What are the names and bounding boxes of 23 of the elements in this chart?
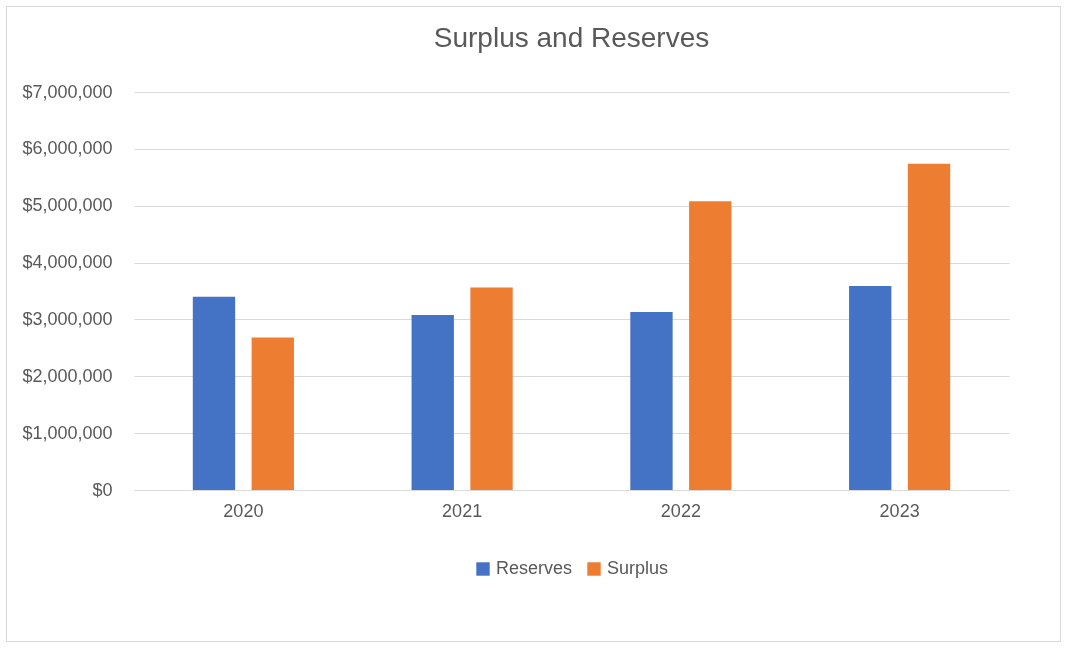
y-tick-label: $4,000,000 [22,252,113,273]
bar [251,337,294,490]
y-tick-label: $1,000,000 [22,422,113,443]
bar [411,314,454,490]
bar [192,296,236,490]
y-tick-label: $0 [92,479,113,500]
y-tick-label: $2,000,000 [22,365,113,386]
x-tick-label: 2020 [223,500,264,521]
bar [689,201,732,490]
y-tick-label: $3,000,000 [22,308,113,329]
y-tick-label: $7,000,000 [22,81,113,102]
bar [630,312,673,490]
legend-label: Reserves [496,558,573,578]
x-tick-label: 2023 [879,500,920,521]
legend-label: Surplus [607,558,669,578]
chart-title: Surplus and Reserves [433,22,710,53]
y-tick-label: $6,000,000 [22,138,113,159]
y-tick-label: $5,000,000 [22,195,113,216]
x-tick-label: 2022 [660,500,701,521]
bar [470,287,513,490]
bar [907,163,951,490]
bar [849,285,892,490]
x-tick-label: 2021 [442,500,483,521]
